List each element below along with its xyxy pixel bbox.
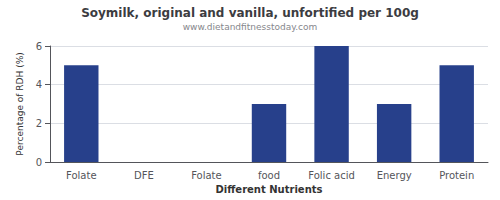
svg-text:Soymilk, original and vanilla,: Soymilk, original and vanilla, unfortifi…	[81, 6, 419, 20]
svg-text:Folate: Folate	[191, 170, 222, 181]
svg-text:Percentage of RDH (%): Percentage of RDH (%)	[15, 52, 25, 155]
svg-text:www.dietandfitnesstoday.com: www.dietandfitnesstoday.com	[183, 22, 318, 32]
svg-text:2: 2	[36, 118, 42, 129]
svg-text:Energy: Energy	[377, 170, 412, 181]
svg-text:Protein: Protein	[439, 170, 474, 181]
svg-text:Folate: Folate	[66, 170, 97, 181]
svg-text:Different Nutrients: Different Nutrients	[216, 184, 323, 195]
svg-text:Folic acid: Folic acid	[308, 170, 355, 181]
svg-text:4: 4	[36, 79, 42, 90]
svg-text:food: food	[258, 170, 280, 181]
svg-text:0: 0	[36, 157, 42, 168]
svg-text:DFE: DFE	[134, 170, 154, 181]
svg-text:6: 6	[36, 41, 42, 52]
